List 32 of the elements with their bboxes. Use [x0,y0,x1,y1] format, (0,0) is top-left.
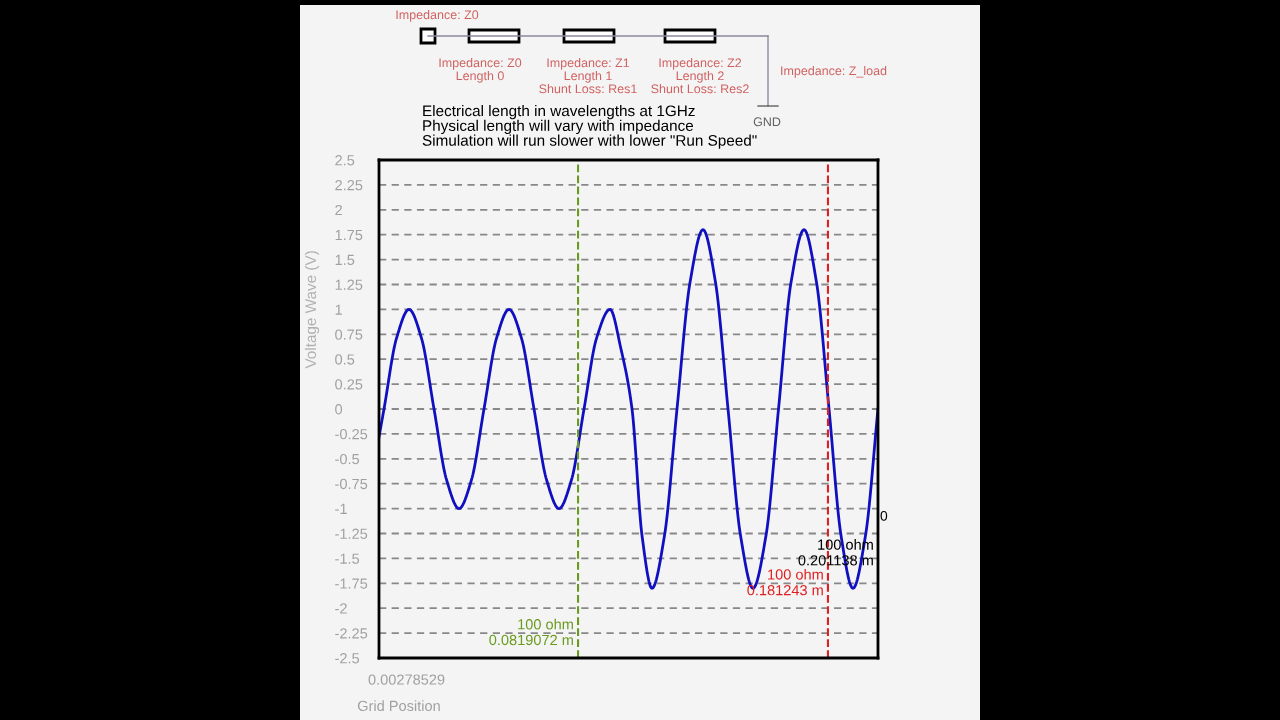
text: Impedance: Z1 Length 1 Shunt Loss: Res1 [539,58,637,94]
y-tick-label: 1.25 [335,279,363,290]
x-axis-title: Grid Position [357,700,440,712]
text: 0.00278529 [368,674,445,685]
y-tick-label: 0.25 [335,379,363,390]
y-tick-label: -2 [335,603,347,614]
ref-line-label: 100 ohm 0.181243 m [747,568,823,596]
y-tick-label: -1.25 [335,528,368,539]
y-tick-label: -1.75 [335,578,368,589]
y-tick-label: 2 [335,204,342,216]
y-tick-label: 1 [335,304,342,315]
y-tick-label: -2.5 [335,653,360,664]
y-tick-label: -0.75 [335,478,368,490]
y-tick-label: 0.5 [335,354,355,365]
y-tick-label: 0 [335,404,343,415]
y-tick-label: 1.75 [335,229,363,241]
ref-line-label: 100 ohm 0.0819072 m [489,618,573,646]
y-tick-label: -0.25 [335,429,368,440]
y-tick-label: -1 [335,503,347,514]
y-tick-label: 0.75 [335,329,363,340]
text: 0 [880,510,888,521]
text: Impedance: Z0 [396,10,479,22]
y-tick-label: 2.25 [335,180,363,191]
text: Impedance: Z0 Length 0 [439,58,522,83]
y-tick-label: -1.5 [335,553,360,564]
text: Impedance: Z2 Length 2 Shunt Loss: Res2 [651,58,749,94]
y-tick-label: -2.25 [335,628,368,639]
text: Impedance: Z_load [781,66,887,78]
y-tick-label: 2.5 [335,155,355,166]
y-tick-label: -0.5 [335,453,360,465]
y-axis-title: Voltage Wave (V) [304,251,320,369]
y-tick-label: 1.5 [335,254,355,266]
